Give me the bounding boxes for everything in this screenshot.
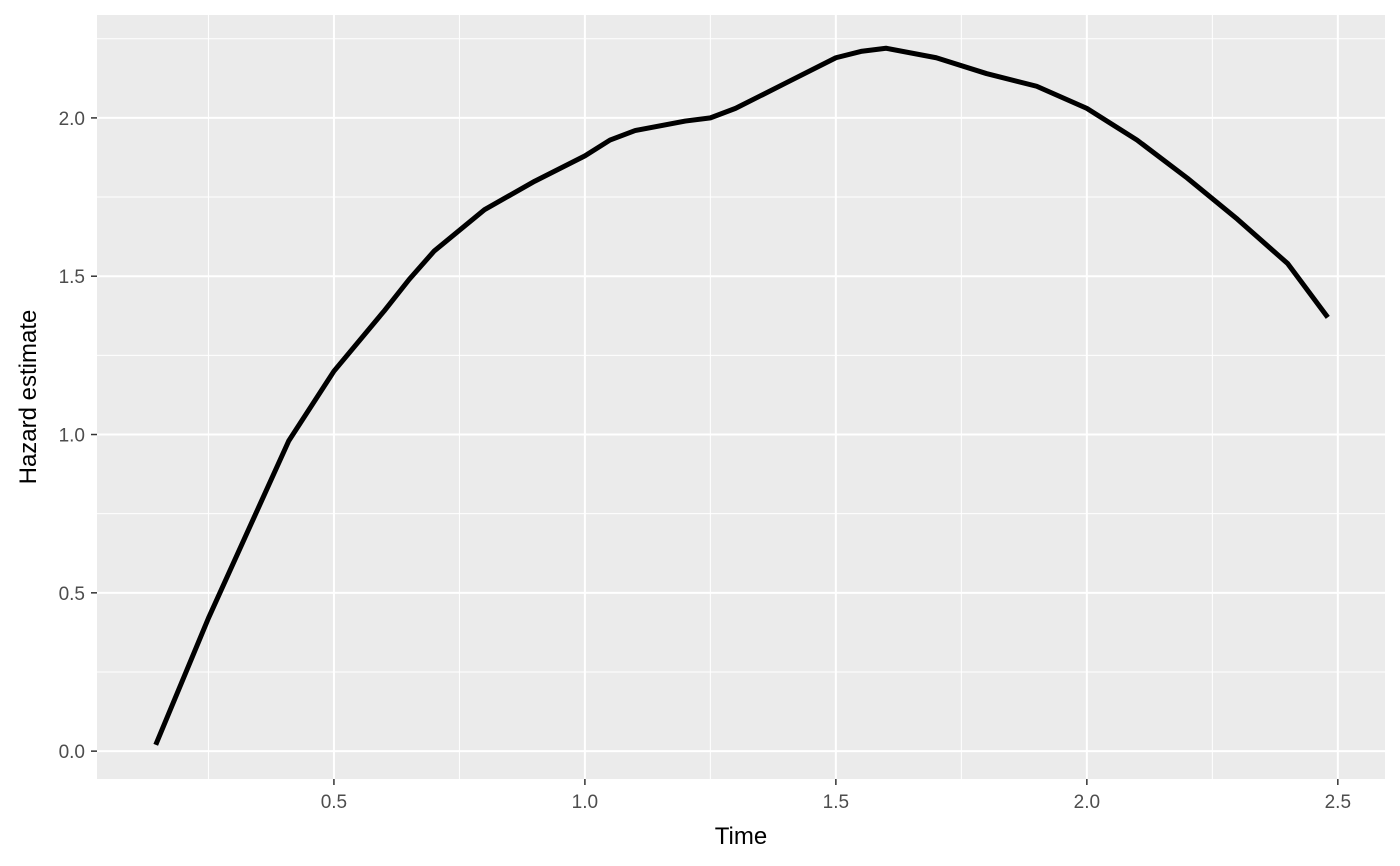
x-tick-label: 1.5	[823, 792, 849, 813]
panel	[97, 15, 1385, 779]
x-tick-label: 0.5	[321, 792, 347, 813]
y-tick-label: 0.0	[59, 742, 85, 763]
x-axis-label: Time	[715, 823, 767, 850]
y-axis-label: Hazard estimate	[15, 310, 42, 485]
line	[153, 45, 1330, 746]
x-tick-label: 1.0	[572, 792, 598, 813]
x-tick-label: 2.5	[1325, 792, 1351, 813]
x-tick-label: 2.0	[1074, 792, 1100, 813]
y-tick-label: 0.5	[59, 584, 85, 605]
y-tick-label: 2.0	[59, 109, 85, 130]
y-tick-label: 1.0	[59, 426, 85, 447]
y-tick-label: 1.5	[59, 267, 85, 288]
